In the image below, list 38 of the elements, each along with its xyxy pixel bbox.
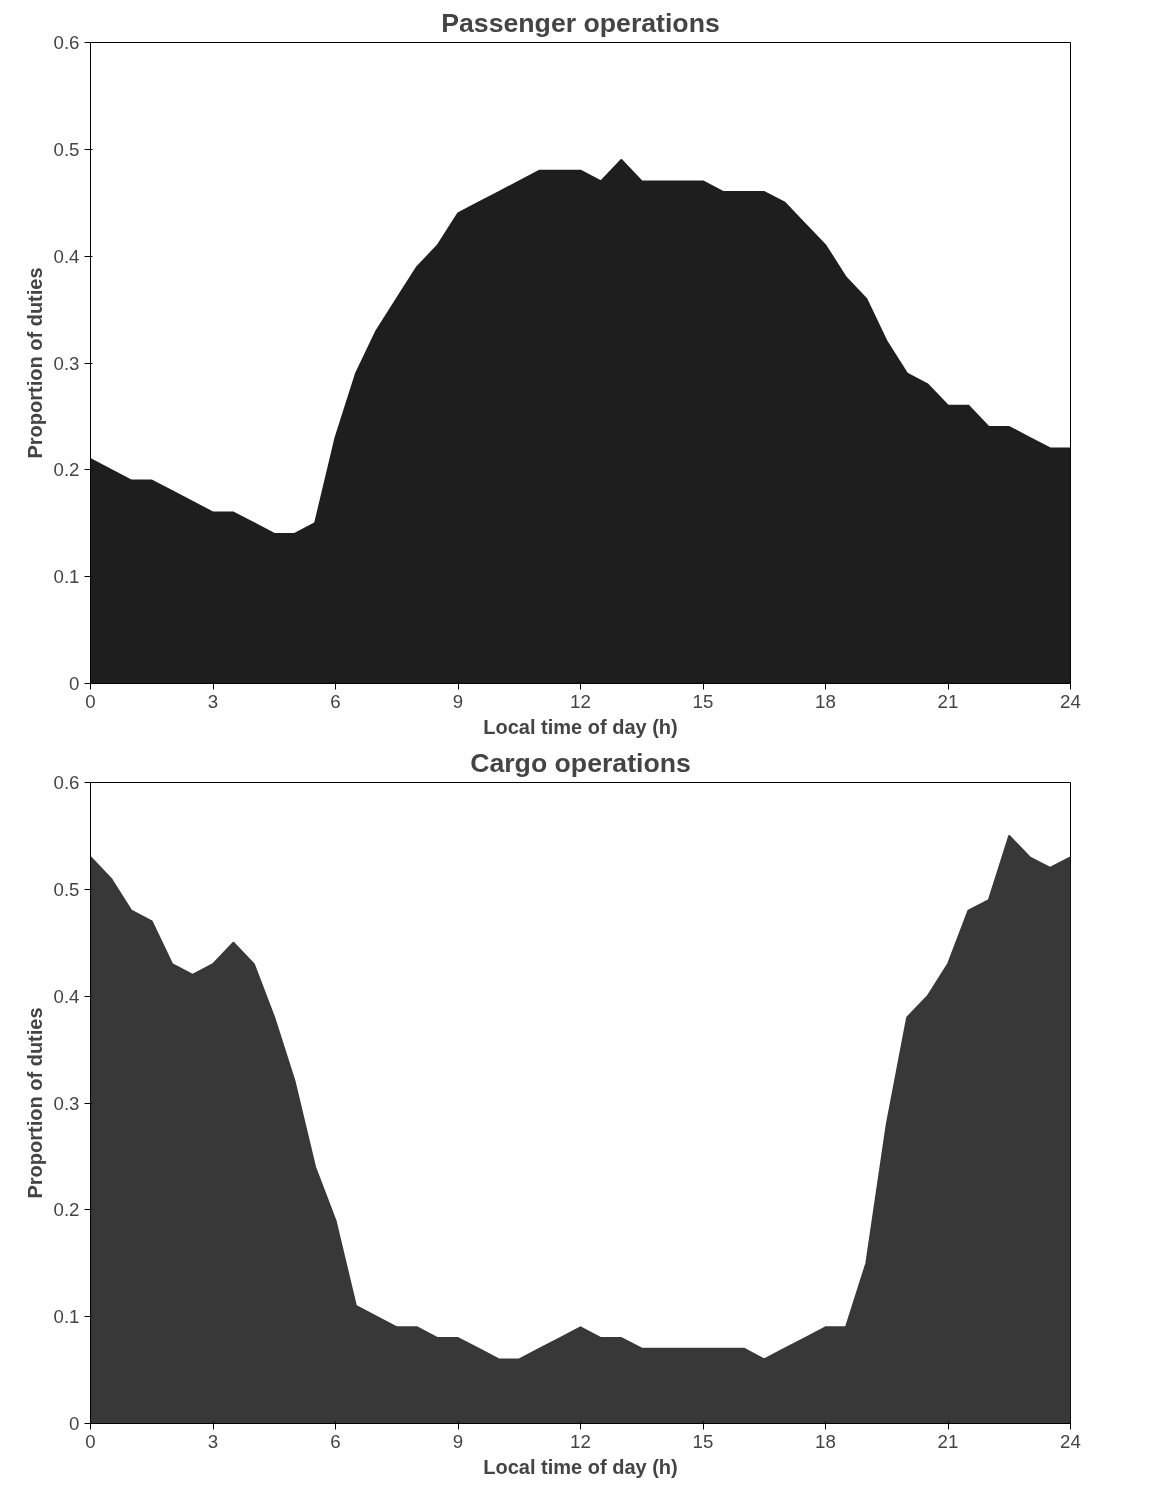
x-tick-label: 0 (85, 1430, 96, 1452)
y-tick-label: 0.3 (53, 1092, 80, 1114)
y-tick-label: 0.5 (53, 878, 80, 900)
y-tick-label: 0.1 (53, 566, 80, 588)
x-tick-label: 12 (570, 1430, 591, 1452)
y-tick-label: 0.4 (53, 245, 80, 267)
y-tick-label: 0.1 (53, 1306, 80, 1328)
x-tick-label: 12 (570, 690, 591, 712)
x-tick-label: 3 (207, 1430, 219, 1452)
x-tick-label: 21 (937, 1430, 959, 1452)
chart-title: Passenger operations (441, 7, 720, 38)
x-tick-label: 18 (815, 690, 836, 712)
y-tick-label: 0.2 (53, 459, 80, 481)
y-tick-label: 0 (69, 1413, 80, 1434)
x-tick-label: 24 (1060, 690, 1081, 712)
x-axis-title: Local time of day (h) (483, 1455, 678, 1478)
x-tick-label: 15 (692, 690, 714, 712)
y-tick-label: 0 (69, 673, 80, 694)
y-tick-label: 0.3 (53, 352, 80, 374)
y-tick-label: 0.4 (53, 985, 80, 1007)
x-axis-title: Local time of day (h) (483, 715, 678, 738)
y-axis-title: Proportion of duties (23, 267, 46, 459)
y-tick-label: 0.6 (53, 772, 80, 793)
x-tick-label: 24 (1060, 1430, 1081, 1452)
y-tick-label: 0.6 (53, 32, 80, 53)
x-tick-label: 18 (815, 1430, 836, 1452)
x-tick-label: 6 (330, 1430, 341, 1452)
x-tick-label: 3 (207, 690, 219, 712)
x-tick-label: 15 (692, 1430, 714, 1452)
x-tick-label: 6 (330, 690, 341, 712)
x-tick-label: 9 (452, 1430, 464, 1452)
y-tick-label: 0.2 (53, 1199, 80, 1221)
x-tick-label: 0 (85, 690, 96, 712)
x-tick-label: 9 (452, 690, 464, 712)
x-tick-label: 21 (937, 690, 959, 712)
chart-title: Cargo operations (470, 747, 691, 778)
y-tick-label: 0.5 (53, 138, 80, 160)
y-axis-title: Proportion of duties (23, 1007, 46, 1199)
